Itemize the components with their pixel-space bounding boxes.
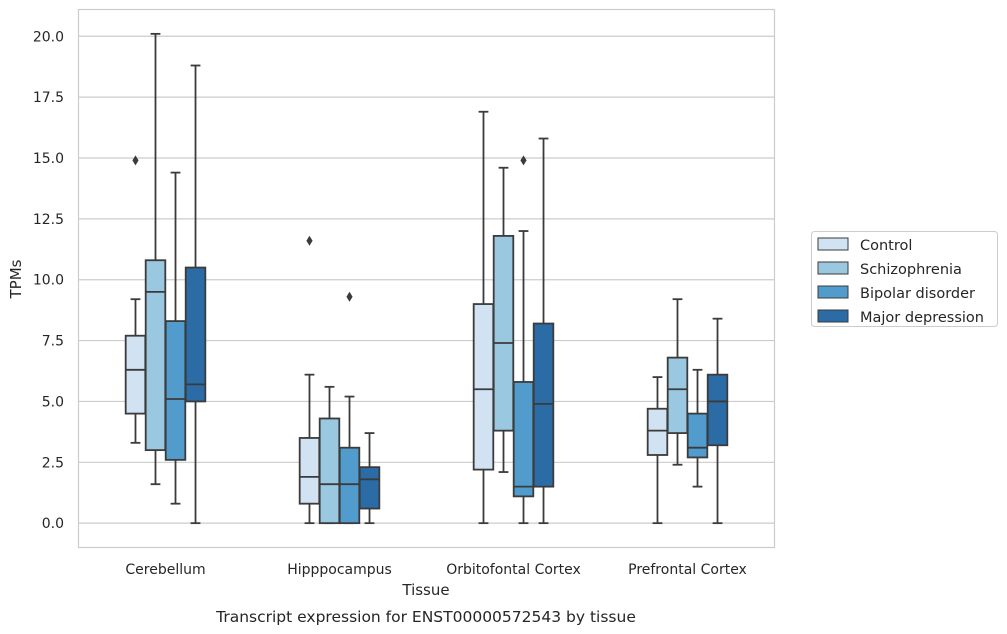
y-tick-label: 10.0	[33, 273, 64, 289]
y-tick-label: 0.0	[42, 516, 64, 532]
box-major-depression	[184, 64, 207, 525]
box-control	[472, 110, 495, 525]
legend-label: Bipolar disorder	[860, 286, 975, 302]
x-axis-ticks: Cerebellum Hipppocampus Orbitofontal Corte…	[125, 562, 746, 578]
y-tick-label: 17.5	[33, 90, 64, 106]
box-control	[646, 376, 669, 525]
box-schizophrenia	[666, 298, 689, 466]
box-major-depression	[706, 317, 729, 525]
y-tick-label: 7.5	[42, 334, 64, 350]
iqr-box	[124, 334, 147, 415]
plot-area-frame	[77, 8, 776, 549]
iqr-box	[532, 322, 555, 488]
box-schizophrenia	[318, 385, 341, 525]
y-axis-ticks: 0.0 2.5 5.0 7.5 10.0 12.5 15.0 17.5 20.0	[33, 29, 64, 532]
y-tick-label: 2.5	[42, 455, 64, 471]
box-bipolar-disorder	[338, 291, 361, 525]
iqr-box	[492, 234, 515, 432]
y-tick-label: 20.0	[33, 29, 64, 45]
box-series	[124, 32, 729, 525]
y-tick-label: 12.5	[33, 212, 64, 228]
legend-label: Major depression	[860, 310, 984, 326]
iqr-box	[184, 266, 207, 403]
legend-swatch	[817, 309, 849, 323]
legend-swatch	[817, 237, 849, 251]
iqr-box	[646, 407, 669, 456]
legend-frame	[811, 231, 998, 327]
box-bipolar-disorder	[686, 368, 709, 488]
legend-label: Control	[860, 238, 912, 254]
box-schizophrenia	[492, 166, 515, 473]
y-tick-label: 5.0	[42, 394, 64, 410]
box-bipolar-disorder	[164, 171, 187, 505]
iqr-box	[358, 466, 381, 510]
iqr-box	[338, 446, 361, 525]
box-schizophrenia	[144, 32, 167, 486]
x-tick-label: Hipppocampus	[287, 562, 392, 578]
legend-swatch	[817, 261, 849, 275]
box-major-depression	[358, 432, 381, 525]
legend-label: Schizophrenia	[860, 262, 962, 278]
iqr-box	[164, 320, 187, 461]
outlier-marker	[132, 155, 139, 166]
iqr-box	[686, 412, 709, 459]
outlier-marker	[346, 291, 353, 302]
chart-caption: Transcript expression for ENST0000057254…	[215, 608, 636, 626]
box-control	[124, 155, 147, 444]
iqr-box	[144, 259, 167, 452]
iqr-box	[512, 381, 535, 498]
iqr-box	[472, 303, 495, 471]
outlier-marker	[520, 155, 527, 166]
x-axis-label: Tissue	[401, 581, 449, 599]
box-bipolar-disorder	[512, 155, 535, 525]
x-tick-label: Cerebellum	[125, 562, 205, 578]
outlier-marker	[306, 235, 313, 246]
iqr-box	[318, 417, 341, 525]
iqr-box	[706, 373, 729, 447]
iqr-box	[666, 356, 689, 434]
box-major-depression	[532, 137, 555, 525]
y-tick-label: 15.0	[33, 151, 64, 167]
legend-swatch	[817, 285, 849, 299]
legend: Control Schizophrenia Bipolar disorder Majo…	[811, 231, 998, 327]
iqr-box	[298, 437, 321, 505]
x-tick-label: Prefrontal Cortex	[628, 562, 747, 578]
y-axis-label: TPMs	[7, 259, 25, 299]
x-tick-label: Orbitofontal Cortex	[446, 562, 581, 578]
box-control	[298, 235, 321, 525]
